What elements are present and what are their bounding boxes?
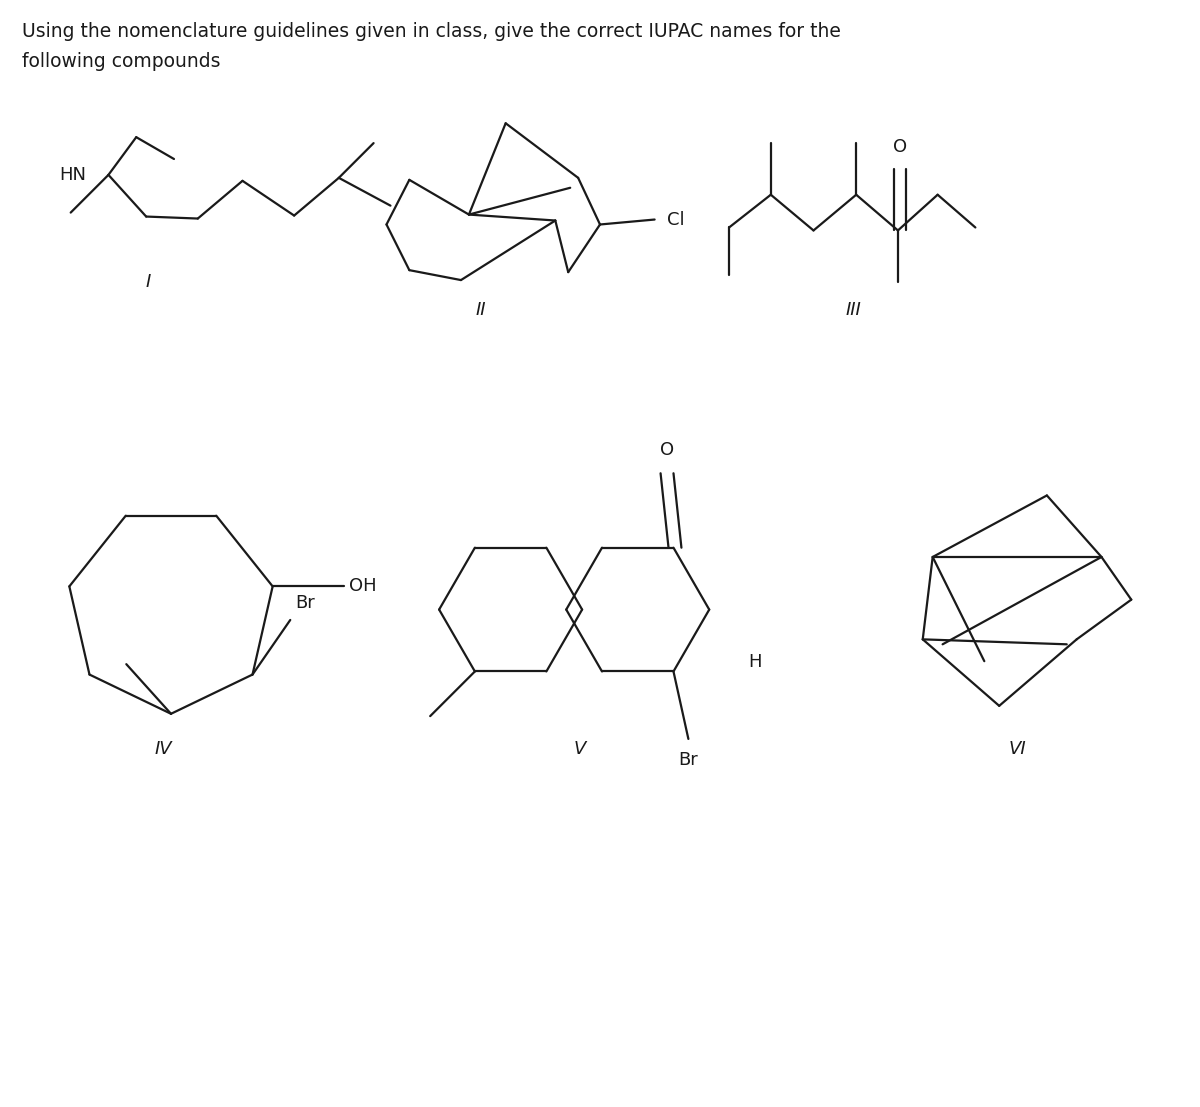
Text: H: H [748,652,762,671]
Text: Cl: Cl [666,210,684,228]
Text: O: O [893,138,907,156]
Text: VI: VI [1008,739,1026,757]
Text: O: O [660,442,674,459]
Text: Using the nomenclature guidelines given in class, give the correct IUPAC names f: Using the nomenclature guidelines given … [22,22,841,41]
Text: Br: Br [295,594,314,612]
Text: II: II [475,301,486,319]
Text: OH: OH [349,578,377,596]
Text: V: V [574,739,587,757]
Text: Br: Br [678,751,698,769]
Text: I: I [145,273,151,291]
Text: IV: IV [155,739,172,757]
Text: III: III [845,301,862,319]
Text: HN: HN [60,166,86,184]
Text: following compounds: following compounds [22,52,221,71]
